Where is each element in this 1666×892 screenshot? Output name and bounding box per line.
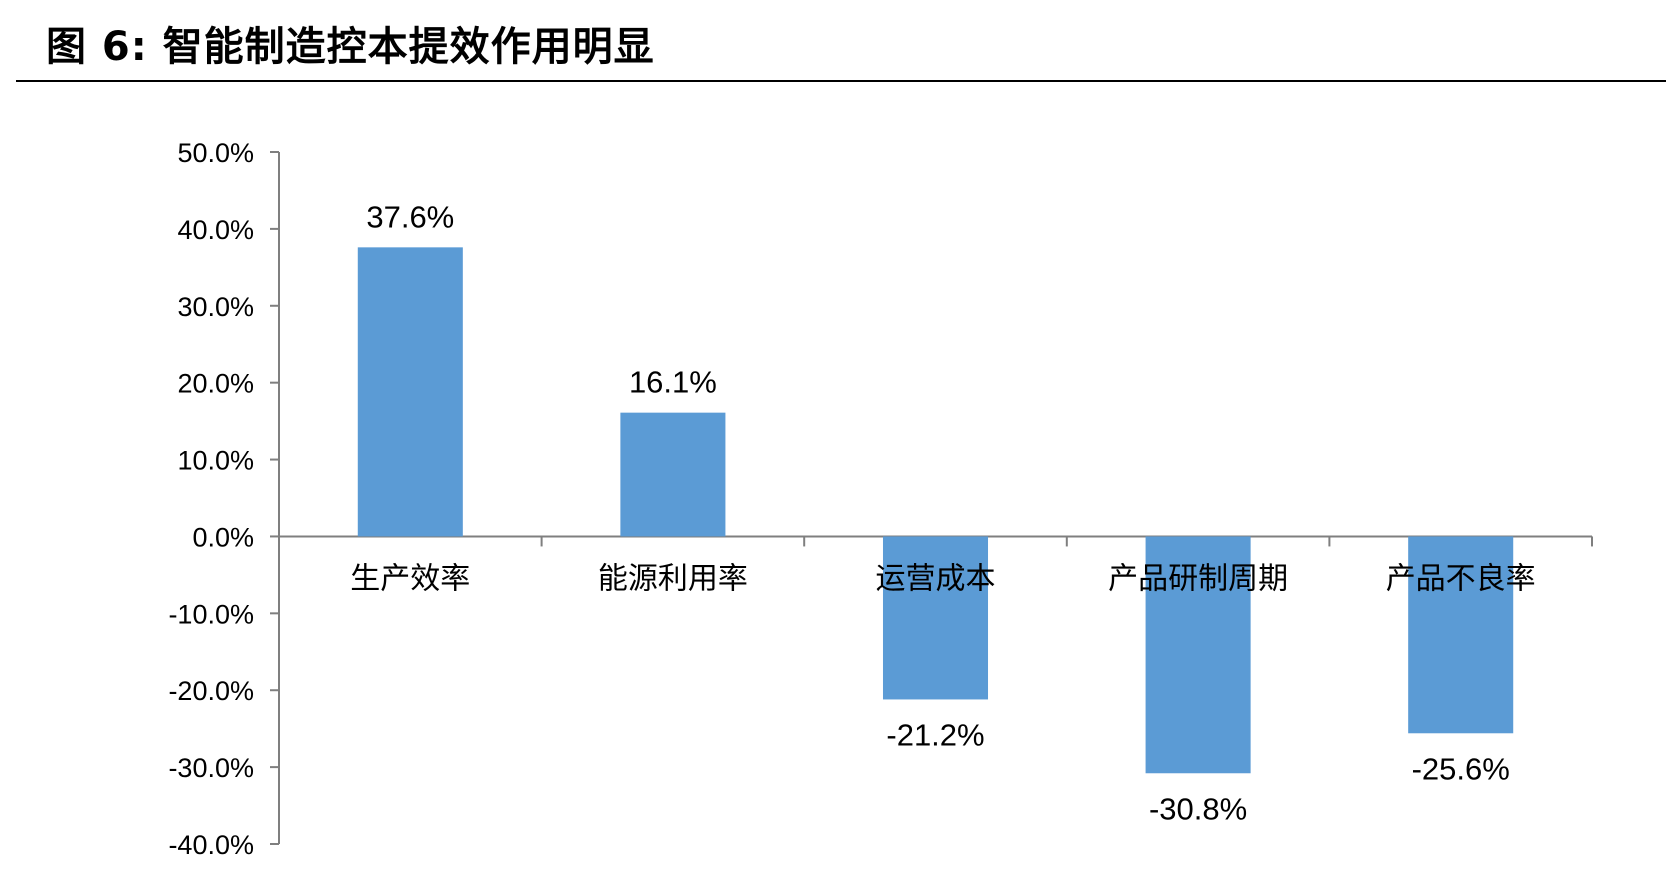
chart-bars bbox=[357, 247, 1514, 774]
y-tick-label: -30.0% bbox=[168, 753, 254, 783]
y-tick-label: 50.0% bbox=[177, 138, 254, 168]
y-tick-label: 40.0% bbox=[177, 215, 254, 245]
y-tick-label: -10.0% bbox=[168, 599, 254, 629]
bar bbox=[1145, 536, 1251, 774]
figure-title: 图 6: 智能制造控本提效作用明显 bbox=[46, 24, 655, 70]
data-label: -30.8% bbox=[1149, 791, 1247, 826]
category-label: 产品研制周期 bbox=[1108, 561, 1288, 596]
category-label: 能源利用率 bbox=[598, 561, 748, 596]
title-divider bbox=[16, 80, 1666, 82]
bar bbox=[882, 536, 989, 700]
data-label: 37.6% bbox=[366, 199, 454, 234]
category-label: 运营成本 bbox=[876, 561, 996, 596]
chart-labels: 50.0% 40.0% 30.0% 20.0% 10.0% 0.0% -10.0% -20.0… bbox=[168, 138, 1535, 860]
data-label: 16.1% bbox=[629, 365, 717, 400]
bar bbox=[1408, 536, 1514, 734]
bar bbox=[357, 247, 463, 537]
category-label: 产品不良率 bbox=[1386, 561, 1536, 596]
y-tick-label: 0.0% bbox=[192, 522, 254, 552]
y-tick-label: 30.0% bbox=[177, 292, 254, 322]
data-label: -21.2% bbox=[886, 717, 984, 752]
y-tick-label: 20.0% bbox=[177, 369, 254, 399]
y-tick-label: -40.0% bbox=[168, 830, 254, 860]
y-tick-label: -20.0% bbox=[168, 676, 254, 706]
bar bbox=[620, 412, 726, 537]
category-label: 生产效率 bbox=[350, 561, 470, 596]
y-tick-label: 10.0% bbox=[177, 446, 254, 476]
data-label: -25.6% bbox=[1412, 751, 1510, 786]
